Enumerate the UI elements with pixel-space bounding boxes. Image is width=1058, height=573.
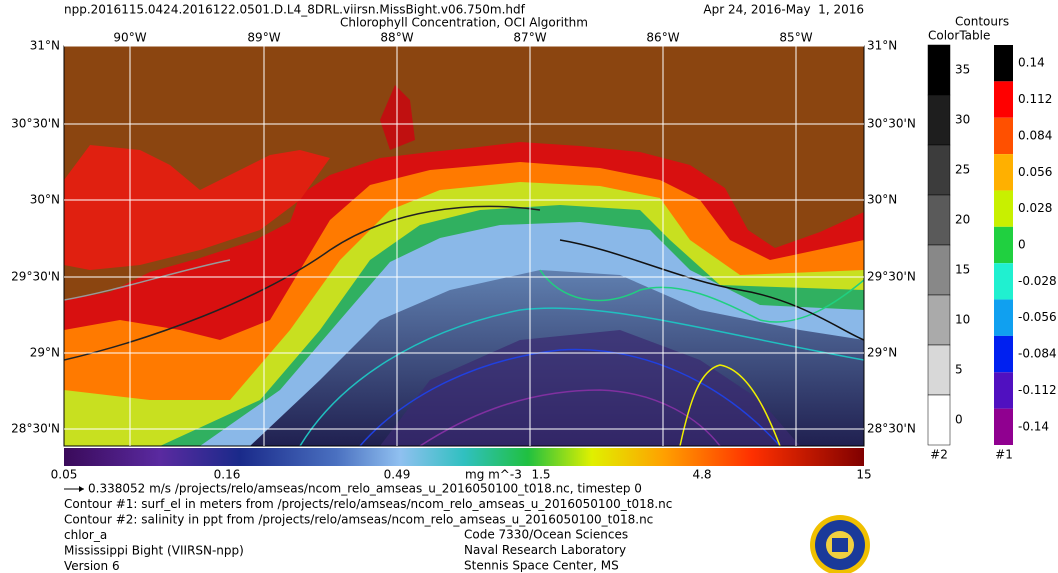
table2-swatch [927,344,951,396]
table1-label: 0.084 [1018,128,1052,142]
title: Chlorophyll Concentration, OCI Algorithm [340,16,588,30]
footer: 0.338052 m/s /projects/relo/amseas/ncom_… [64,482,672,573]
table1-label: 0.14 [1018,56,1045,70]
footer-line: Contour #2: salinity in ppt from /projec… [64,513,653,527]
table-footer: #1 [995,448,1013,462]
table1-label: -0.028 [1018,274,1057,288]
table1-swatch [994,263,1013,300]
footer-line: Contour #1: surf_el in meters from /proj… [64,497,672,511]
lat-label: 28°30'N [867,422,916,436]
lon-label: 89°W [247,31,280,45]
table-footer: #2 [930,448,948,462]
footer-credit: Code 7330/Ocean Sciences [464,528,628,542]
lon-label: 85°W [779,31,812,45]
vector-arrowhead [79,486,84,492]
table2-label: 5 [955,363,963,377]
contours-title: ColorTable [928,29,990,43]
date-range: Apr 24, 2016-May 1, 2016 [703,3,864,17]
table2-swatch [927,194,951,246]
graticule: 90°W 89°W 88°W 87°W 86°W 85°W 31°N 31°N 30°30'N 3… [11,31,916,446]
table2-label: 20 [955,213,970,227]
lat-label: 30°30'N [11,117,60,131]
colorbar-unit: mg m^-3 [465,468,522,482]
colorbar-label: 0.16 [214,468,241,482]
table2-swatch [927,394,951,446]
colorbar-labels: 0.05 0.16 0.49 1.5 4.8 15 [51,468,872,482]
table2-label: 25 [955,163,970,177]
lat-label: 29°N [30,346,60,360]
table1-swatch [994,154,1013,191]
table1-swatch [994,408,1013,445]
table2-swatch [927,94,951,146]
table1-swatch [994,45,1013,82]
table1-label: -0.14 [1018,419,1049,433]
footer-credit: Naval Research Laboratory [464,543,626,557]
table1-swatch [994,81,1013,118]
lat-label: 29°30'N [11,270,60,284]
lat-label: 31°N [30,39,60,53]
table2-label: 10 [955,313,970,327]
table2-swatch [927,294,951,346]
map [64,46,864,446]
table1-swatch [994,299,1013,336]
colorbar-label: 0.49 [384,468,411,482]
lon-label: 90°W [113,31,146,45]
table2-label: 15 [955,263,970,277]
table1-swatch [994,335,1013,373]
colorbar-label: 4.8 [692,468,711,482]
lat-label: 30°N [30,193,60,207]
table2-swatch [927,244,951,296]
table2-label: 30 [955,113,970,127]
lat-label: 29°30'N [867,270,916,284]
table1-label: 0.028 [1018,201,1052,215]
contours [64,205,864,446]
ocean-deepest [380,330,800,446]
table2-swatch [927,144,951,196]
contours-title: Contours [955,15,1009,29]
table1-swatch [994,190,1013,227]
table2-swatch [927,44,951,96]
colorbar-label: 15 [856,468,871,482]
table1-label: 0.112 [1018,92,1052,106]
table1-swatch [994,226,1013,264]
lon-label: 87°W [513,31,546,45]
filename: npp.2016115.0424.2016122.0501.D.L4_8DRL.… [64,3,526,17]
colorbar-label: 1.5 [531,468,550,482]
table1-swatch [994,372,1013,409]
table1-label: 0.056 [1018,165,1052,179]
footer-credit: Stennis Space Center, MS [464,559,619,573]
contour-tables: 35 30 25 20 15 10 5 0 0.14 0.112 0.084 0.056 0.028 0 -… [927,44,1057,446]
table1-label: -0.112 [1018,383,1057,397]
footer-line: 0.338052 m/s /projects/relo/amseas/ncom_… [88,482,642,496]
lon-label: 86°W [646,31,679,45]
colorbar [64,448,864,466]
lat-label: 30°30'N [867,117,916,131]
lon-label: 88°W [380,31,413,45]
lat-label: 30°N [867,193,897,207]
table1-label: 0 [1018,238,1026,252]
table1-label: -0.084 [1018,347,1057,361]
lat-label: 31°N [867,39,897,53]
footer-line: chlor_a [64,528,107,542]
lat-label: 29°N [867,346,897,360]
footer-line: Version 6 [64,559,120,573]
lat-label: 28°30'N [11,422,60,436]
table2-label: 35 [955,63,970,77]
table1-swatch [994,117,1013,155]
logo [810,515,870,573]
table2-label: 0 [955,413,963,427]
table1-label: -0.056 [1018,310,1057,324]
colorbar-label: 0.05 [51,468,78,482]
footer-line: Mississippi Bight (VIIRSN-npp) [64,544,244,558]
